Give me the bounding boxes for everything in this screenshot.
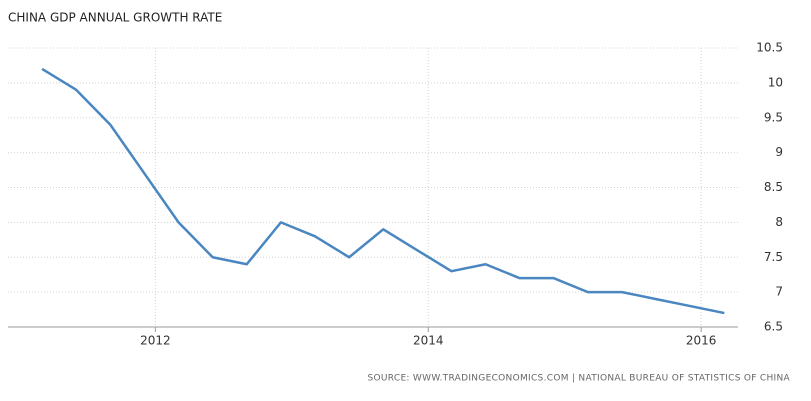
y-tick-label: 8 xyxy=(775,215,783,229)
y-tick-label: 6.5 xyxy=(764,320,783,334)
y-tick-label: 10.5 xyxy=(756,41,783,55)
y-tick-label: 7 xyxy=(775,285,783,299)
y-tick-label: 10 xyxy=(768,75,783,89)
y-tick-label: 9 xyxy=(775,145,783,159)
y-tick-label: 9.5 xyxy=(764,110,783,124)
x-tick-label: 2016 xyxy=(686,334,717,348)
y-tick-label: 8.5 xyxy=(764,180,783,194)
x-tick-label: 2014 xyxy=(413,334,444,348)
source-note: SOURCE: WWW.TRADINGECONOMICS.COM | NATIO… xyxy=(367,374,790,384)
chart-title: CHINA GDP ANNUAL GROWTH RATE xyxy=(8,11,222,25)
data-line xyxy=(41,67,725,315)
y-tick-label: 7.5 xyxy=(764,250,783,264)
x-tick-label: 2012 xyxy=(140,334,171,348)
